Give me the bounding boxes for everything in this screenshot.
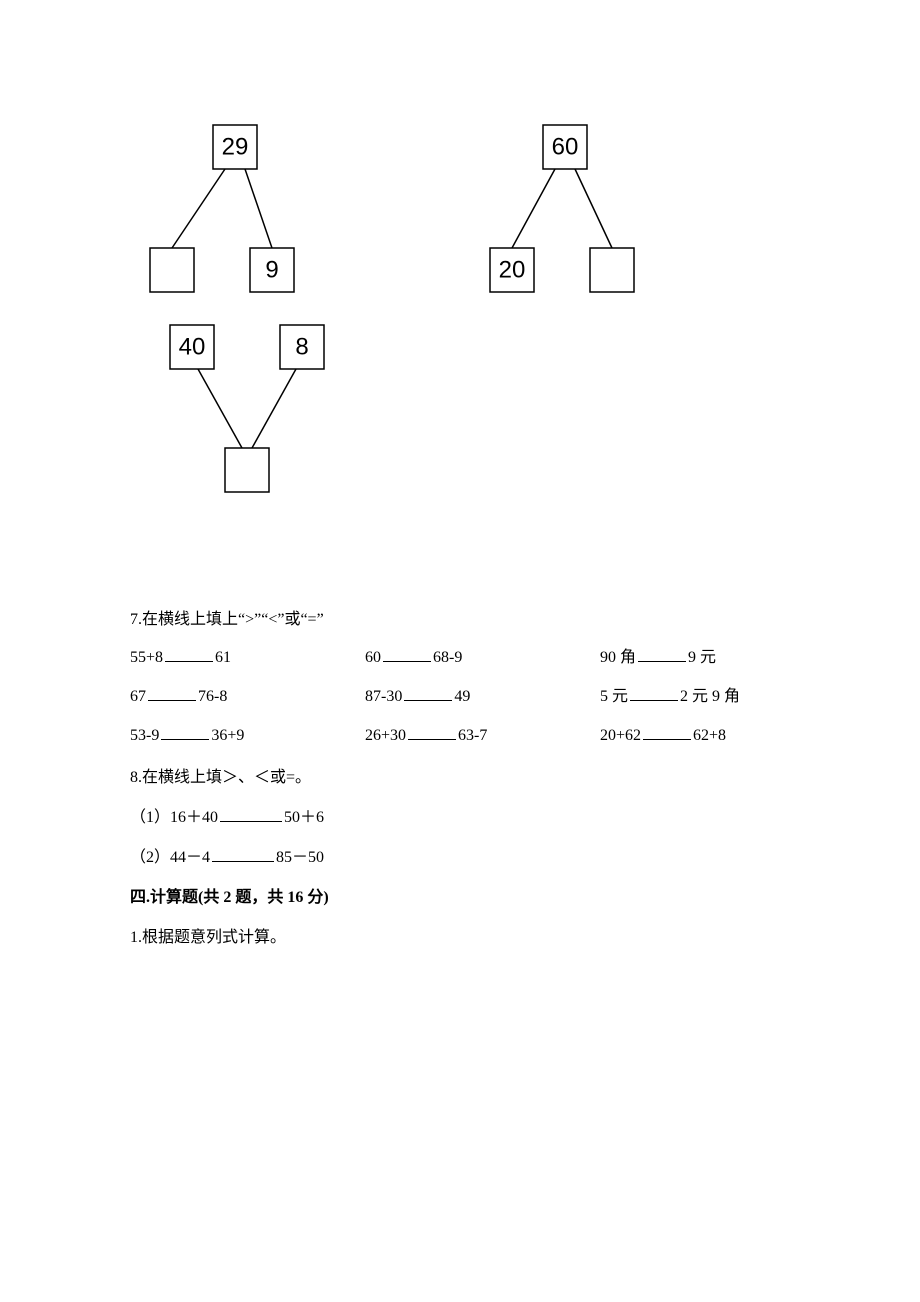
diagrams-row-1: 29 9 60 20 bbox=[130, 120, 790, 300]
q7-r1-c1: 55+861 bbox=[130, 640, 365, 675]
blank-input[interactable] bbox=[165, 646, 213, 662]
tree-diagram-1: 29 9 bbox=[130, 120, 340, 300]
tree2-left: 20 bbox=[499, 257, 526, 284]
tree-diagram-3: 40 8 bbox=[150, 320, 790, 500]
blank-input[interactable] bbox=[161, 724, 209, 740]
blank-input[interactable] bbox=[212, 846, 274, 862]
q8-item-2: （2）44－485－50 bbox=[130, 838, 790, 878]
tree-1-svg: 29 9 bbox=[130, 120, 340, 300]
q7-r2-c3: 5 元2 元 9 角 bbox=[600, 679, 790, 714]
q7-r3-c2: 26+3063-7 bbox=[365, 718, 600, 753]
blank-input[interactable] bbox=[404, 685, 452, 701]
page-content: 29 9 60 20 bbox=[0, 0, 920, 958]
q7-row-2: 6776-8 87-3049 5 元2 元 9 角 bbox=[130, 679, 790, 714]
q7-row-1: 55+861 6068-9 90 角9 元 bbox=[130, 640, 790, 675]
blank-input[interactable] bbox=[220, 806, 282, 822]
q8-item-1: （1）16＋4050＋6 bbox=[130, 798, 790, 838]
q7-r2-c2: 87-3049 bbox=[365, 679, 600, 714]
q7-r2-c1: 6776-8 bbox=[130, 679, 365, 714]
tree1-top: 29 bbox=[222, 134, 249, 161]
section-4-heading: 四.计算题(共 2 题，共 16 分) bbox=[130, 878, 790, 918]
blank-input[interactable] bbox=[638, 646, 686, 662]
tree2-top: 60 bbox=[552, 134, 579, 161]
tree3-left: 40 bbox=[179, 334, 206, 361]
blank-input[interactable] bbox=[643, 724, 691, 740]
question-7-section: 7.在横线上填上“>”“<”或“=” 55+861 6068-9 90 角9 元… bbox=[130, 600, 790, 958]
q8-title: 8.在横线上填＞、＜或=。 bbox=[130, 758, 790, 798]
tree-3-svg: 40 8 bbox=[150, 320, 360, 500]
blank-input[interactable] bbox=[148, 685, 196, 701]
section-4-item-1: 1.根据题意列式计算。 bbox=[130, 918, 790, 958]
blank-input[interactable] bbox=[408, 724, 456, 740]
q7-r3-c3: 20+6262+8 bbox=[600, 718, 790, 753]
q7-r1-c3: 90 角9 元 bbox=[600, 640, 790, 675]
q7-title: 7.在横线上填上“>”“<”或“=” bbox=[130, 600, 790, 640]
tree-diagram-2: 60 20 bbox=[460, 120, 670, 300]
q7-row-3: 53-936+9 26+3063-7 20+6262+8 bbox=[130, 718, 790, 753]
tree3-right: 8 bbox=[295, 334, 308, 361]
blank-input[interactable] bbox=[630, 685, 678, 701]
q7-r3-c1: 53-936+9 bbox=[130, 718, 365, 753]
q7-r1-c2: 6068-9 bbox=[365, 640, 600, 675]
tree-2-svg: 60 20 bbox=[460, 120, 670, 300]
tree1-right: 9 bbox=[265, 257, 278, 284]
blank-input[interactable] bbox=[383, 646, 431, 662]
